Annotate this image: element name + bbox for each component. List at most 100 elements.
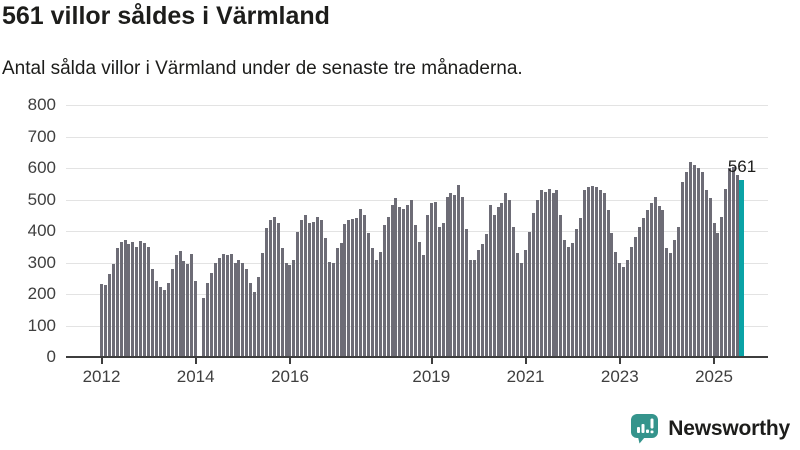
newsworthy-icon (631, 414, 659, 444)
bar (398, 206, 402, 357)
bar (147, 246, 151, 358)
bar (304, 215, 308, 358)
gridline (66, 168, 768, 169)
bar (343, 224, 347, 357)
x-axis-tick-label: 2025 (695, 367, 733, 386)
bar (386, 216, 390, 357)
bar (363, 214, 367, 357)
bar (575, 228, 579, 357)
bar (327, 261, 331, 357)
bar (732, 166, 736, 357)
bar (319, 220, 323, 357)
bar (127, 244, 131, 357)
bar (331, 263, 335, 357)
bar (296, 231, 300, 357)
x-axis-tick (713, 358, 716, 364)
y-axis-tick-label: 300 (27, 252, 56, 272)
bar (527, 231, 531, 357)
bar (653, 196, 657, 357)
bar (245, 268, 249, 357)
bar (630, 246, 634, 358)
bar (374, 260, 378, 357)
bar (107, 274, 111, 357)
bar (429, 203, 433, 357)
bar (547, 188, 551, 357)
bar (669, 253, 673, 357)
bar (194, 281, 198, 357)
bar (414, 225, 418, 357)
bar (241, 263, 245, 357)
bar (217, 258, 221, 357)
bar (614, 251, 618, 357)
chart-subtitle: Antal sålda villor i Värmland under de s… (2, 58, 523, 79)
y-axis-tick-label: 400 (27, 221, 56, 240)
bar (249, 283, 253, 357)
bar (692, 164, 696, 357)
bar (335, 248, 339, 357)
y-axis-tick-label: 500 (27, 189, 56, 209)
bar (292, 260, 296, 357)
bar (339, 243, 343, 357)
bar (484, 234, 488, 357)
bar (394, 197, 398, 357)
bar (103, 285, 107, 357)
bar (469, 260, 473, 357)
y-axis-tick-label: 200 (27, 284, 56, 303)
x-axis-tick-label: 2021 (506, 367, 545, 386)
bar (720, 216, 724, 357)
x-axis-tick-label: 2012 (82, 367, 121, 386)
bar (465, 228, 469, 357)
bar (649, 203, 653, 357)
x-axis-tick-label: 2019 (412, 367, 451, 386)
gridline (66, 105, 768, 106)
bar (476, 249, 480, 357)
bar (355, 218, 359, 357)
y-axis-tick-label: 800 (27, 95, 56, 114)
bar (119, 242, 123, 357)
bar (688, 161, 692, 357)
bar (264, 227, 268, 357)
bar (641, 218, 645, 357)
bar (712, 223, 716, 357)
bar (370, 248, 374, 357)
bar (178, 250, 182, 357)
bar (202, 298, 206, 357)
bar (351, 219, 355, 357)
x-axis-tick (100, 358, 103, 364)
bar (378, 251, 382, 357)
bar (237, 260, 241, 357)
bar (716, 233, 720, 357)
bar (488, 204, 492, 357)
x-axis-tick (195, 358, 197, 364)
bar (190, 254, 194, 357)
highlight-bar (739, 180, 744, 357)
x-axis-tick (289, 358, 292, 364)
x-axis-tick (524, 358, 527, 364)
y-axis-tick-label: 600 (27, 158, 56, 177)
newsworthy-wordmark: Newsworthy (668, 417, 790, 440)
x-axis-tick (430, 358, 433, 364)
bar (496, 206, 500, 357)
bar (606, 209, 610, 357)
bar (312, 221, 316, 357)
gridline (66, 136, 768, 138)
bar (500, 203, 504, 357)
bar (111, 264, 115, 357)
bar (174, 255, 178, 357)
bar (637, 226, 641, 357)
bar (661, 209, 665, 357)
bar (724, 188, 728, 357)
bar (284, 263, 288, 357)
bar (229, 254, 233, 357)
highlight-value-label: 561 (727, 157, 757, 176)
bar (131, 242, 135, 357)
bar (685, 171, 689, 357)
bar (535, 200, 539, 357)
bar (390, 205, 394, 357)
bar (233, 263, 237, 357)
bar (582, 190, 586, 357)
y-axis-tick-label: 700 (27, 126, 56, 146)
bar (457, 185, 461, 357)
bar (626, 260, 630, 357)
